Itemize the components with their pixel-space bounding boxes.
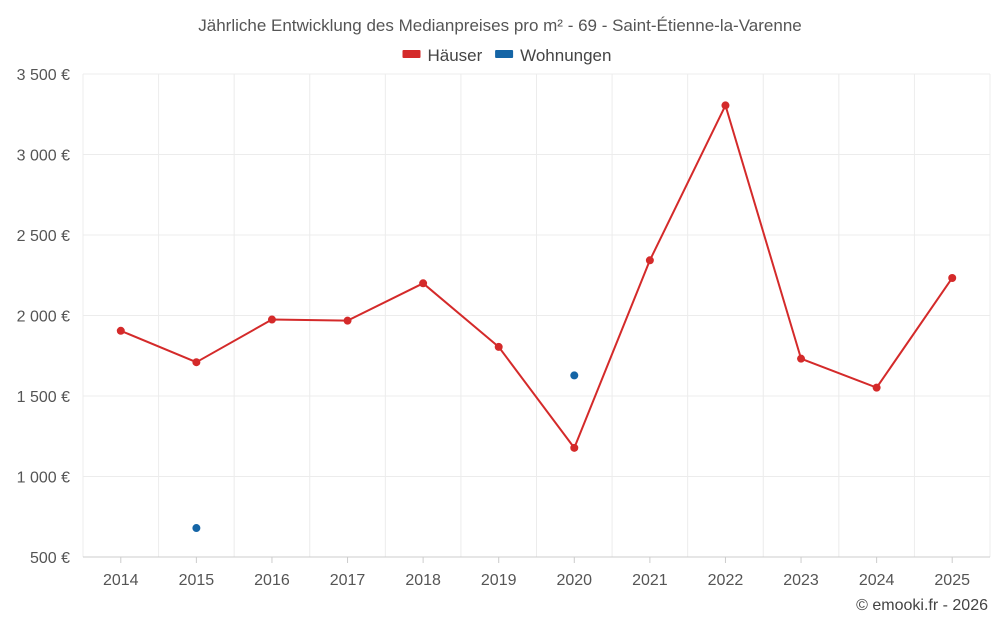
legend-swatch: [495, 50, 514, 58]
grid: [82, 73, 991, 557]
legend: Häuser Wohnungen: [402, 46, 611, 65]
x-tick-label: 2019: [481, 572, 517, 589]
data-point: [116, 326, 125, 335]
legend-label: Wohnungen: [520, 46, 611, 65]
data-point: [494, 342, 503, 351]
y-tick-label: 3 500 €: [17, 67, 70, 84]
data-point: [872, 383, 881, 392]
data-point: [948, 273, 957, 282]
y-tick-label: 1 500 €: [17, 389, 70, 406]
axes: 500 € 1 000 € 1 500 € 2 000 € 2 500 € 3 000 €…: [17, 67, 990, 589]
x-tick-label: 2016: [254, 572, 290, 589]
data-point: [570, 371, 579, 380]
data-point: [343, 316, 352, 325]
data-point: [267, 315, 276, 324]
x-tick-label: 2014: [103, 572, 139, 589]
series-layer: [116, 101, 957, 533]
x-tick-label: 2023: [783, 572, 819, 589]
y-tick-label: 2 000 €: [17, 309, 70, 326]
x-tick-label: 2020: [556, 572, 592, 589]
data-point: [570, 443, 579, 452]
data-point: [797, 354, 806, 363]
data-point: [192, 358, 201, 367]
legend-swatch: [402, 50, 421, 58]
y-tick-label: 500 €: [30, 550, 70, 567]
chart-title: Jährliche Entwicklung des Medianpreises …: [198, 16, 801, 35]
data-point: [721, 101, 730, 110]
x-tick-label: 2021: [632, 572, 668, 589]
x-tick-label: 2022: [708, 572, 744, 589]
x-tick-label: 2017: [330, 572, 366, 589]
credit-text: © emooki.fr - 2026: [856, 597, 988, 614]
data-point: [419, 279, 428, 288]
x-tick-label: 2018: [405, 572, 441, 589]
x-tick-label: 2024: [859, 572, 895, 589]
series-line-0: [120, 104, 954, 449]
x-tick-label: 2025: [934, 572, 970, 589]
y-tick-label: 2 500 €: [17, 228, 70, 245]
data-point: [645, 256, 654, 265]
y-tick-label: 1 000 €: [17, 470, 70, 487]
x-tick-label: 2015: [179, 572, 215, 589]
data-point: [192, 524, 201, 533]
y-tick-label: 3 000 €: [17, 148, 70, 165]
legend-label: Häuser: [428, 46, 483, 65]
